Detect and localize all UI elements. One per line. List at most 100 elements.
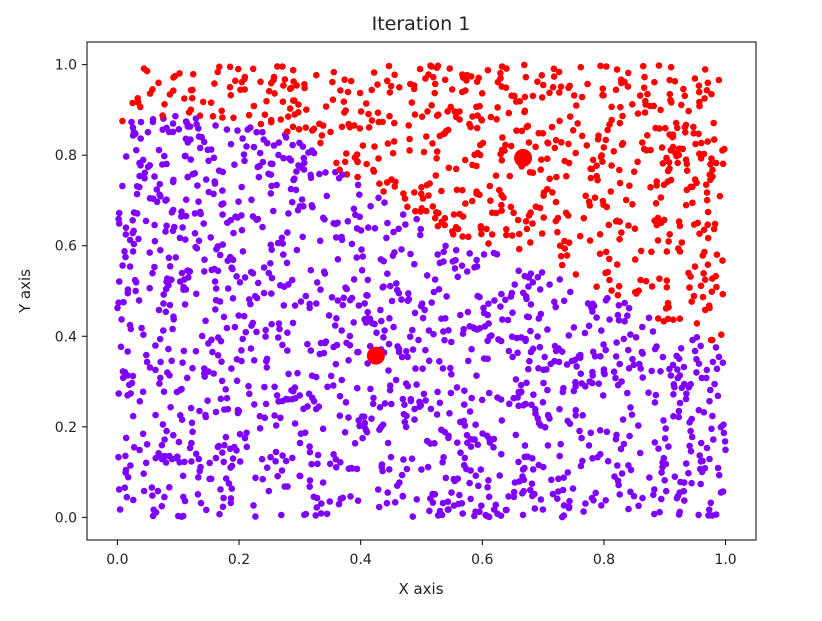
data-point (312, 512, 320, 519)
data-point (709, 358, 717, 366)
data-point (419, 195, 427, 202)
data-point (664, 315, 672, 323)
data-point (560, 512, 568, 519)
data-point (444, 498, 452, 506)
data-point (151, 173, 158, 180)
data-point (302, 124, 310, 131)
data-point (529, 92, 537, 100)
data-point (670, 316, 677, 324)
data-point (404, 382, 412, 390)
data-point (160, 327, 167, 334)
data-point (287, 157, 295, 164)
data-point (161, 152, 168, 160)
data-point (521, 442, 529, 449)
data-point (440, 328, 447, 335)
data-point (143, 441, 151, 448)
data-point (587, 174, 595, 182)
data-point (641, 73, 648, 81)
data-point (468, 394, 476, 402)
data-point (227, 91, 235, 99)
data-point (253, 128, 260, 136)
data-point (143, 67, 151, 75)
data-point (385, 340, 393, 348)
data-point (695, 88, 703, 96)
data-point (505, 493, 512, 500)
data-point (565, 332, 573, 339)
data-point (387, 282, 394, 290)
data-point (593, 162, 600, 169)
data-point (604, 126, 611, 134)
data-point (296, 139, 303, 147)
data-point (365, 124, 373, 131)
data-point (160, 291, 167, 298)
data-point (658, 469, 665, 476)
data-point (187, 156, 195, 163)
y-tick-label: 0.2 (55, 420, 77, 436)
data-point (159, 421, 167, 428)
data-point (355, 348, 362, 356)
data-point (387, 82, 395, 90)
data-point (424, 463, 432, 471)
data-point (270, 76, 277, 84)
data-point (202, 176, 210, 183)
data-point (424, 108, 431, 115)
data-point (285, 370, 292, 378)
data-point (470, 324, 477, 331)
data-point (667, 372, 675, 379)
data-point (161, 493, 168, 501)
data-point (635, 287, 642, 295)
data-point (386, 89, 394, 96)
data-point (712, 159, 720, 167)
data-point (552, 136, 560, 144)
data-point (549, 189, 556, 196)
data-point (646, 474, 653, 481)
data-point (236, 279, 244, 286)
data-point (421, 306, 429, 314)
data-point (404, 203, 411, 211)
data-point (211, 80, 218, 87)
data-point (505, 109, 513, 117)
data-point (341, 429, 349, 436)
data-point (597, 353, 604, 360)
data-point (612, 86, 620, 94)
data-point (503, 231, 510, 239)
data-point (140, 470, 147, 478)
data-point (436, 132, 444, 140)
data-point (315, 403, 323, 411)
data-point (170, 87, 177, 94)
data-point (230, 114, 237, 122)
data-point (721, 145, 728, 153)
data-point (256, 149, 264, 157)
data-point (162, 228, 169, 235)
data-point (214, 267, 222, 275)
data-point (290, 176, 297, 184)
data-point (204, 397, 211, 405)
data-point (473, 372, 480, 380)
data-point (557, 440, 564, 448)
data-point (622, 196, 630, 204)
data-point (245, 111, 253, 119)
data-point (502, 141, 509, 149)
data-point (226, 63, 234, 71)
data-point (212, 454, 220, 462)
data-point (384, 439, 392, 447)
data-point (350, 205, 358, 213)
data-point (130, 496, 137, 504)
data-point (519, 473, 526, 480)
data-point (626, 182, 633, 189)
data-point (619, 139, 627, 147)
data-point (445, 164, 453, 172)
y-tick-label: 1.0 (55, 58, 77, 74)
data-point (599, 197, 607, 205)
data-point (313, 71, 320, 79)
data-point (124, 348, 131, 355)
data-point (378, 461, 386, 468)
data-point (369, 400, 377, 408)
data-point (681, 123, 689, 131)
data-point (503, 65, 510, 72)
data-point (201, 268, 208, 275)
data-point (521, 107, 529, 115)
data-point (425, 192, 432, 199)
x-axis-label: X axis (398, 580, 443, 598)
data-point (616, 235, 623, 243)
